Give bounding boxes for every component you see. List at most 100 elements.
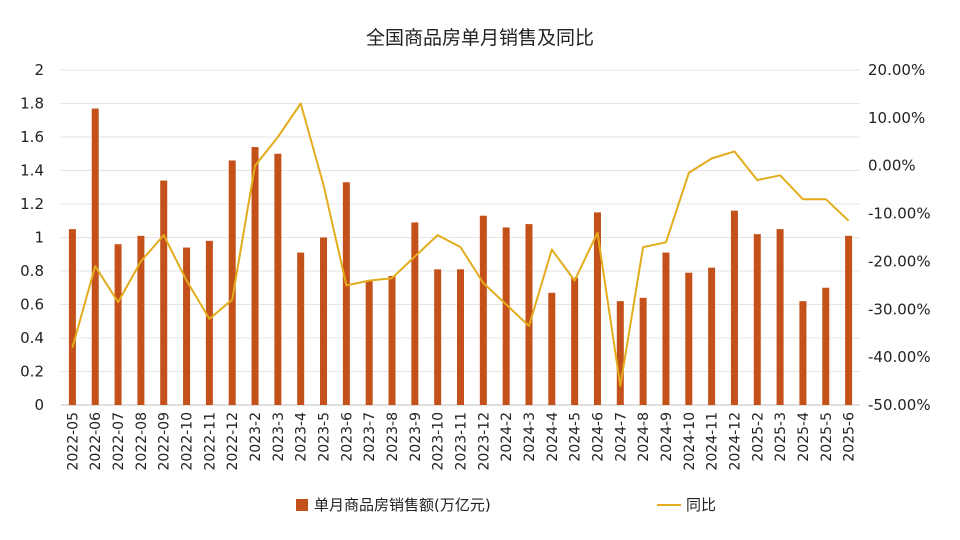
bar (365, 281, 373, 405)
x-tick-label: 2023-7 (362, 412, 378, 462)
legend-line-label: 同比 (686, 496, 716, 514)
x-tick-label: 2024-11 (705, 412, 721, 471)
legend: 单月商品房销售额(万亿元) 同比 (296, 496, 716, 514)
x-tick-label: 2022-06 (88, 412, 104, 471)
legend-bar-label: 单月商品房销售额(万亿元) (314, 496, 491, 514)
bar (845, 235, 853, 405)
y-right-tick-label: 0.00% (868, 157, 916, 175)
bar (388, 276, 396, 405)
y-right-tick-label: -30.00% (868, 300, 931, 318)
bar (160, 180, 168, 405)
bar (639, 297, 647, 405)
y-left-tick-label: 1.6 (20, 128, 44, 146)
bar (320, 237, 328, 405)
x-tick-label: 2025-6 (842, 412, 858, 462)
x-tick-label: 2023-9 (408, 412, 424, 462)
x-tick-label: 2023-12 (476, 412, 492, 471)
bar (753, 234, 761, 405)
x-tick-label: 2024-8 (636, 412, 652, 462)
x-tick-label: 2024-2 (499, 412, 515, 462)
y-left-tick-label: 0.4 (20, 329, 44, 347)
x-tick-label: 2022-10 (180, 412, 196, 471)
y-right-tick-label: -50.00% (868, 396, 931, 414)
bar (205, 240, 213, 405)
bar (822, 287, 830, 405)
bar (137, 235, 145, 405)
bar (799, 301, 807, 405)
x-tick-label: 2023-8 (385, 412, 401, 462)
bar (571, 277, 579, 405)
x-tick-label: 2023-2 (248, 412, 264, 462)
x-tick-label: 2023-5 (317, 412, 333, 462)
x-tick-label: 2023-11 (454, 412, 470, 471)
bar (730, 210, 738, 405)
bar-series (68, 108, 853, 406)
y-right-tick-label: 10.00% (868, 109, 925, 127)
y-right-tick-label: -10.00% (868, 205, 931, 223)
bar (434, 269, 442, 405)
x-tick-label: 2023-10 (431, 412, 447, 471)
bar (342, 182, 350, 405)
x-tick-label: 2022-05 (65, 412, 81, 471)
bar (616, 301, 624, 405)
y-left-tick-label: 1.8 (20, 95, 44, 113)
bar (776, 229, 784, 405)
x-axis: 2022-05 2022-06 2022-07 2022-08 2022-09 2022-… (65, 412, 857, 471)
y-right-tick-label: -40.00% (868, 348, 931, 366)
y-left-tick-label: 1.2 (20, 195, 44, 213)
x-tick-label: 2023-3 (271, 412, 287, 462)
y-right-tick-label: -20.00% (868, 252, 931, 270)
bar (708, 267, 716, 405)
bar (183, 247, 191, 405)
x-tick-label: 2022-07 (111, 412, 127, 471)
y-left-tick-label: 0 (34, 396, 44, 414)
bar (274, 153, 282, 405)
bar (457, 269, 464, 405)
x-tick-label: 2022-11 (202, 412, 218, 471)
left-y-axis: 0 0.2 0.4 0.6 0.8 1 1.2 1.4 1.6 1.8 2 (20, 61, 44, 414)
bar (502, 227, 510, 405)
bar (411, 222, 419, 405)
x-tick-label: 2024-10 (682, 412, 698, 471)
bar (114, 244, 122, 405)
x-tick-label: 2024-3 (522, 412, 538, 462)
x-tick-label: 2022-08 (134, 412, 150, 471)
x-tick-label: 2024-7 (613, 412, 629, 462)
bar (593, 212, 601, 405)
y-left-tick-label: 2 (34, 61, 44, 79)
bar (297, 252, 305, 405)
bar (251, 147, 259, 406)
bar (525, 224, 533, 405)
legend-bar-swatch (296, 499, 308, 511)
y-left-tick-label: 1.4 (20, 162, 44, 180)
y-left-tick-label: 0.2 (20, 363, 44, 381)
x-tick-label: 2024-12 (727, 412, 743, 471)
x-tick-label: 2024-4 (545, 412, 561, 462)
bar (685, 272, 693, 405)
x-tick-label: 2025-3 (773, 412, 789, 462)
bar (548, 292, 556, 405)
line-series (71, 102, 850, 387)
x-tick-label: 2022-12 (225, 412, 241, 471)
y-left-tick-label: 1 (34, 229, 44, 247)
bar (228, 160, 236, 405)
x-tick-label: 2025-4 (796, 412, 812, 462)
x-tick-label: 2025-2 (750, 412, 766, 462)
x-tick-label: 2023-6 (339, 412, 355, 462)
bar (662, 252, 670, 405)
x-tick-label: 2023-4 (294, 412, 310, 462)
bar (68, 229, 76, 405)
bar (479, 215, 487, 405)
y-right-tick-label: 20.00% (868, 61, 925, 79)
right-y-axis: -50.00% -40.00% -30.00% -20.00% -10.00% 0.00%… (868, 61, 931, 414)
bar (91, 108, 99, 406)
y-left-tick-label: 0.8 (20, 262, 44, 280)
x-tick-label: 2024-5 (568, 412, 584, 462)
chart-title: 全国商品房单月销售及同比 (366, 27, 594, 49)
x-tick-label: 2024-9 (659, 412, 675, 462)
x-tick-label: 2024-6 (590, 412, 606, 462)
x-tick-label: 2025-5 (819, 412, 835, 462)
y-left-tick-label: 0.6 (20, 296, 44, 314)
x-tick-label: 2022-09 (157, 412, 173, 471)
